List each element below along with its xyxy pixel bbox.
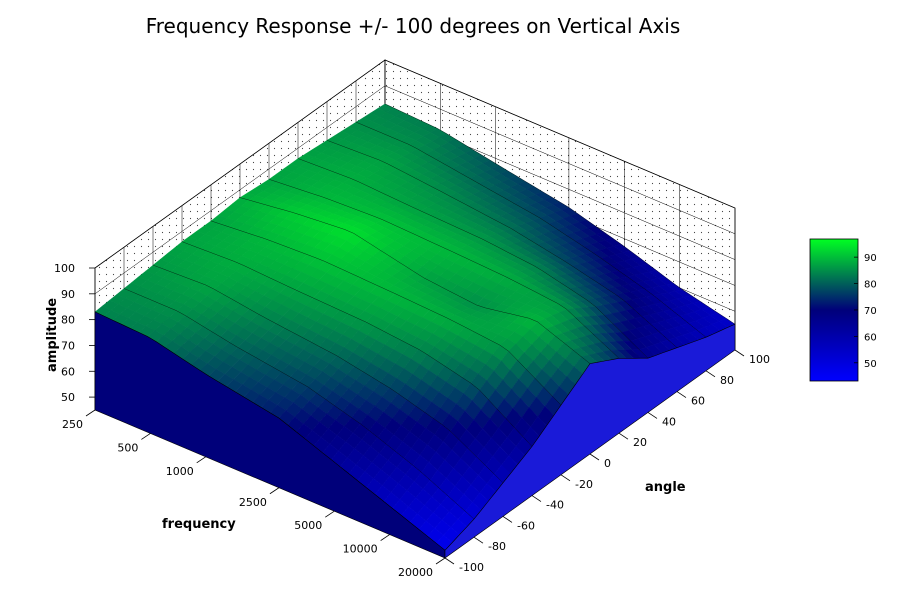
angle-tick-label: -40 [546, 499, 564, 512]
series-line [297, 158, 649, 359]
frequency-tick-mark [85, 409, 96, 417]
frequency-tick-label: 20000 [398, 566, 433, 579]
angle-tick-mark [618, 432, 629, 440]
frequency-tick-label: 500 [117, 441, 138, 454]
colorbar-tick-label: 60 [864, 332, 877, 343]
angle-tick-label: 100 [749, 353, 770, 366]
angle-tick-label: 40 [662, 415, 676, 428]
series-line [181, 241, 533, 447]
front-skirt-frequency [94, 311, 446, 559]
gridline-amplitude [94, 85, 736, 295]
angle-tick-label: -60 [517, 519, 535, 532]
series-line [355, 121, 707, 338]
series-line [123, 288, 475, 520]
frequency-tick-label: 10000 [343, 543, 378, 556]
frequency-tick-mark [325, 510, 335, 518]
frequency-axis-label: frequency [162, 517, 236, 532]
front-walls [94, 311, 736, 559]
frequency-tick-mark [380, 534, 390, 541]
chart-title: Frequency Response +/- 100 degrees on Ve… [145, 14, 681, 38]
frequency-tick-mark [435, 557, 446, 565]
colorbar-tick-label: 70 [864, 306, 877, 317]
frequency-tick-mark [141, 433, 151, 440]
colorbar-tick-label: 50 [864, 359, 877, 370]
series-line [239, 197, 591, 364]
front-skirt-angle [444, 323, 736, 559]
angle-tick-label: -20 [575, 478, 593, 491]
angle-tick-mark [589, 453, 600, 461]
series-line [326, 140, 678, 348]
amplitude-tick-label: 80 [61, 314, 75, 327]
gridline-amplitude [94, 59, 736, 269]
angle-tick-mark [531, 495, 542, 502]
angle-tick-label: 80 [720, 374, 734, 387]
series-line [268, 179, 620, 359]
angle-tick-mark [734, 349, 745, 357]
colorbar: 50 60 70 80 90 [809, 238, 877, 382]
frequency-tick-mark [196, 456, 206, 464]
amplitude-tick-label: 50 [61, 391, 75, 404]
angle-tick-label: 60 [691, 395, 705, 408]
colorbar-gradient [809, 238, 859, 382]
angle-tick-mark [705, 370, 716, 378]
angle-tick-mark [676, 391, 687, 398]
angle-tick-label: 20 [633, 436, 647, 449]
angle-tick-mark [502, 516, 513, 523]
frequency-tick-label: 5000 [294, 519, 322, 532]
frequency-ticks: 250 500 1000 2500 5000 10000 20000 [62, 409, 446, 579]
angle-tick-label: -80 [488, 540, 506, 553]
amplitude-tick-label: 70 [61, 339, 75, 352]
angle-ticks: -100 -80 -60 -40 -20 0 20 40 60 80 100 [444, 349, 770, 574]
series-line [384, 103, 736, 325]
colorbar-tick-label: 90 [864, 253, 877, 264]
frequency-tick-label: 1000 [166, 465, 194, 478]
frequency-tick-label: 250 [62, 418, 83, 431]
frequency-tick-mark [269, 487, 280, 495]
amplitude-ticks: 50 60 70 80 90 100 [54, 262, 95, 404]
colorbar-tick-label: 80 [864, 280, 877, 291]
angle-tick-label: -100 [459, 561, 484, 574]
frequency-tick-label: 2500 [239, 496, 267, 509]
amplitude-axis-label: amplitude [45, 298, 60, 372]
series-line [152, 264, 504, 483]
angle-tick-mark [560, 474, 571, 482]
amplitude-tick-label: 60 [61, 365, 75, 378]
series-line [210, 220, 562, 406]
angle-tick-mark [444, 557, 455, 565]
angle-tick-mark [473, 536, 484, 544]
amplitude-tick-label: 90 [61, 288, 75, 301]
angle-tick-mark [647, 412, 658, 419]
angle-tick-label: 0 [604, 457, 611, 470]
amplitude-tick-label: 100 [54, 262, 75, 275]
angle-axis-label: angle [645, 480, 686, 495]
